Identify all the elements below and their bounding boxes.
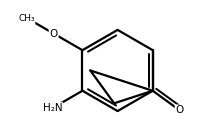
Text: O: O [50,29,58,39]
Text: O: O [176,105,184,115]
Text: CH₃: CH₃ [18,14,35,23]
Text: H₂N: H₂N [43,103,62,113]
